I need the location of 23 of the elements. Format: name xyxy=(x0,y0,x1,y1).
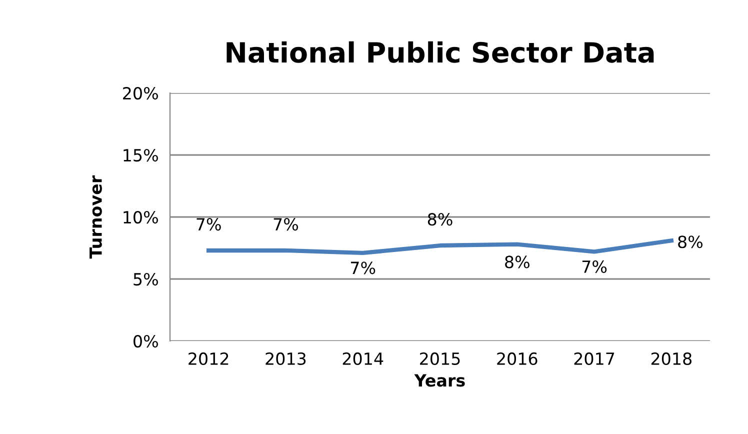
x-tick-label: 2017 xyxy=(574,352,614,366)
y-tick-label: 5% xyxy=(134,272,158,286)
y-tick-label: 20% xyxy=(123,86,158,100)
y-tick-label: 0% xyxy=(134,334,158,348)
data-label: 8% xyxy=(678,236,703,248)
data-label: 8% xyxy=(428,213,452,226)
data-label: 7% xyxy=(582,260,607,273)
data-label: 7% xyxy=(196,218,221,231)
x-tick-label: 2013 xyxy=(266,352,306,366)
x-tick-label: 2012 xyxy=(188,352,228,366)
line-series xyxy=(206,238,674,256)
x-axis-title: Years xyxy=(414,374,465,387)
x-tick-label: 2015 xyxy=(420,352,460,366)
data-label: 7% xyxy=(274,218,298,231)
chart-title: National Public Sector Data xyxy=(226,41,654,63)
x-tick-label: 2018 xyxy=(651,352,692,366)
x-tick-label: 2016 xyxy=(497,352,538,366)
y-tick-label: 10% xyxy=(124,210,158,224)
data-label: 7% xyxy=(351,262,376,274)
data-label: 8% xyxy=(505,256,530,268)
y-axis-title: Turnover xyxy=(90,175,102,259)
y-tick-label: 15% xyxy=(124,148,158,162)
x-tick-label: 2014 xyxy=(342,352,384,366)
